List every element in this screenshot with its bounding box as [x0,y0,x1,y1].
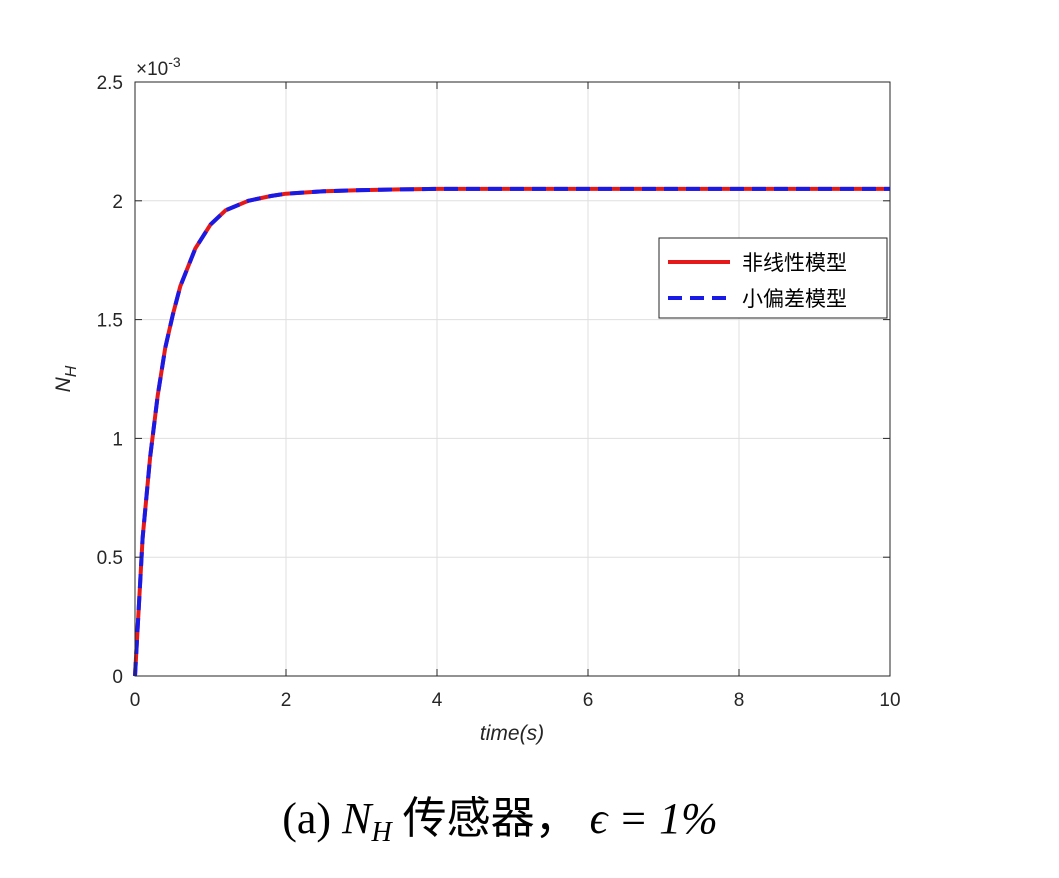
legend-box [658,237,888,319]
caption-variable-sub: H [371,817,392,848]
y-axis-ticks: 0 0.5 1 1.5 2 2.5 [97,73,890,688]
line-chart: 0 2 4 6 8 10 0 0.5 1 1.5 2 2.5 ×10-3 time(s) NH 非线… [52,54,901,745]
x-tick-label: 4 [432,690,443,711]
caption-prefix: (a) [282,794,332,843]
x-tick-label: 8 [734,690,745,711]
legend-label-nonlinear: 非线性模型 [742,251,847,275]
y-axis-label: NH [52,365,80,392]
x-axis-label: time(s) [480,722,544,745]
legend-label-small-deviation: 小偏差模型 [742,287,847,311]
plot-frame [134,81,891,677]
figure-caption: (a) NH 传感器， ϵ = 1% [0,782,1000,849]
y-tick-label: 2.5 [97,73,123,94]
x-tick-label: 2 [281,690,292,711]
y-tick-label: 1 [112,429,123,450]
y-exponent-label: ×10-3 [136,54,181,80]
x-tick-label: 6 [583,690,594,711]
y-tick-label: 1.5 [97,311,123,332]
y-tick-label: 0.5 [97,548,123,569]
series-line-1 [133,186,890,677]
series-layer [133,186,890,677]
y-tick-label: 0 [112,667,123,688]
y-exponent-power: -3 [168,54,181,70]
legend: 非线性模型 小偏差模型 [658,237,888,319]
caption-variable: N [342,794,372,843]
y-tick-label: 2 [112,192,123,213]
x-tick-label: 10 [879,690,900,711]
grid-lines [135,82,890,676]
caption-math: ϵ = 1% [589,794,718,843]
x-axis-ticks: 0 2 4 6 8 10 [130,82,901,711]
caption-text: 传感器， [402,794,579,843]
x-tick-label: 0 [130,690,141,711]
